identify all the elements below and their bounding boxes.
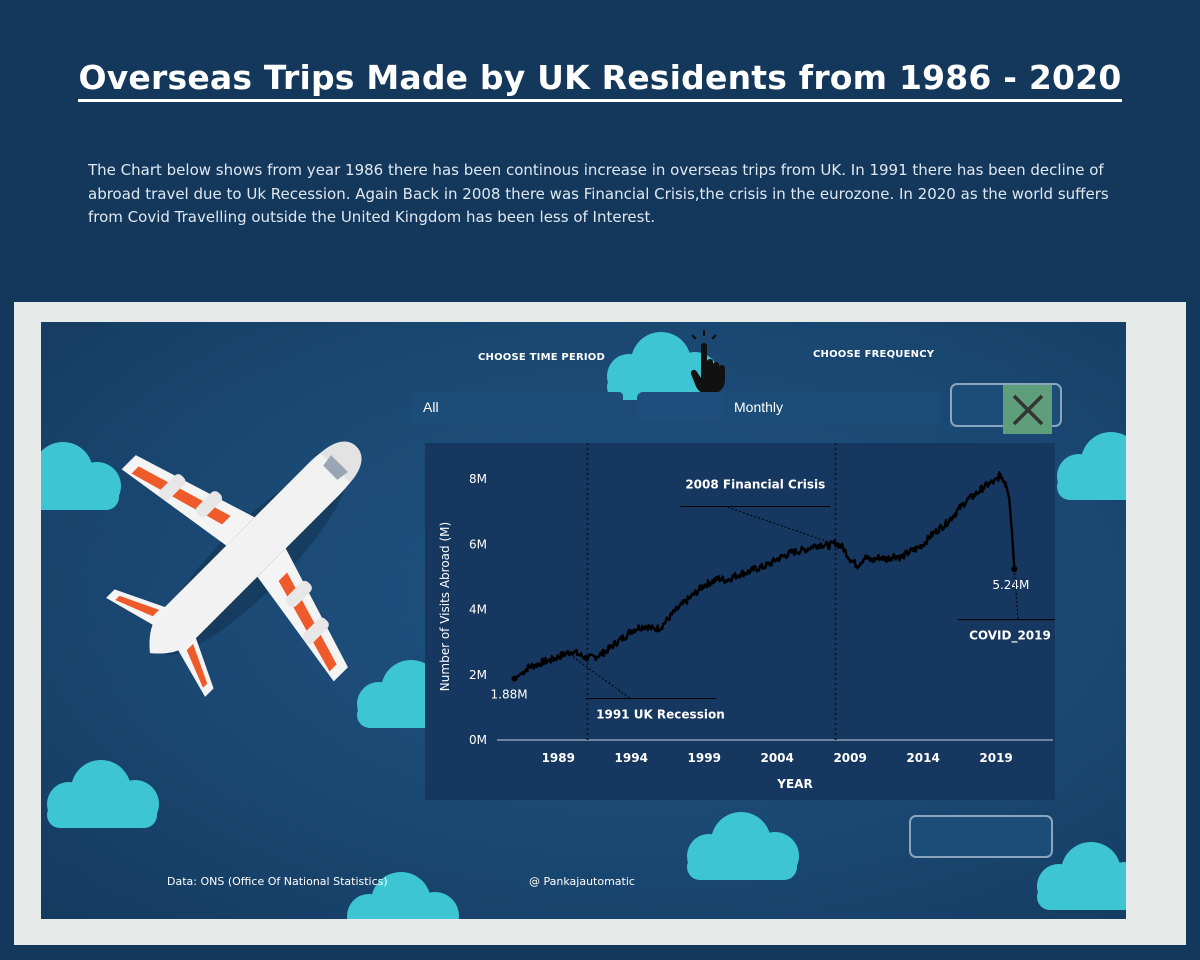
y-tick-label: 6M: [469, 537, 487, 551]
x-tick-label: 1994: [615, 751, 648, 765]
hand-pointer-icon: [690, 330, 725, 394]
intro-text: The Chart below shows from year 1986 the…: [88, 161, 1109, 226]
x-tick-label: 1989: [542, 751, 575, 765]
x-tick-label: 2004: [760, 751, 793, 765]
data-label-end: 5.24M: [992, 578, 1029, 592]
annotation-label: 2008 Financial Crisis: [685, 478, 825, 492]
cloud-icon: [687, 812, 799, 880]
annotation-leader: [725, 506, 836, 545]
x-tick-label: 1999: [688, 751, 721, 765]
credit-text: @ Pankajautomatic: [529, 875, 635, 888]
y-axis-title: Number of Visits Abroad (M): [438, 522, 452, 691]
annotation-leader: [572, 656, 631, 699]
y-tick-label: 2M: [469, 668, 487, 682]
annotation-leader: [1013, 569, 1019, 620]
dashboard: CHOOSE TIME PERIOD CHOOSE FREQUENCY All …: [41, 322, 1126, 919]
airplane-icon: [106, 441, 362, 697]
time-period-dropdown[interactable]: All: [411, 392, 623, 425]
cloud-icon: [1057, 432, 1126, 500]
bottom-button[interactable]: [909, 815, 1053, 858]
frequency-label: CHOOSE FREQUENCY: [813, 349, 935, 360]
series-line: [513, 471, 1016, 680]
time-period-value: All: [423, 399, 439, 415]
data-point: [511, 675, 518, 682]
x-tick-label: 2019: [979, 751, 1012, 765]
page-title: Overseas Trips Made by UK Residents from…: [0, 58, 1200, 102]
frequency-value: Monthly: [734, 399, 784, 415]
close-icon: [1012, 394, 1043, 425]
background-decoration: [41, 330, 1126, 919]
y-tick-label: 0M: [469, 733, 487, 747]
data-label-start: 1.88M: [491, 688, 528, 702]
y-tick-label: 4M: [469, 603, 487, 617]
frequency-dropdown[interactable]: Monthly: [722, 392, 940, 425]
cloud-icon: [47, 760, 159, 828]
close-button[interactable]: [1003, 385, 1052, 434]
y-tick-label: 8M: [469, 472, 487, 486]
line-chart: 0M 2M 4M 6M 8M 1989 1994 1999 2004 2009 2014 2019 YE…: [438, 443, 1055, 791]
annotation-label: COVID_2019: [969, 629, 1051, 644]
annotation-label: 1991 UK Recession: [596, 708, 725, 722]
chart-panel: 0M 2M 4M 6M 8M 1989 1994 1999 2004 2009 2014 2019 YE…: [425, 443, 1055, 800]
x-axis-title: YEAR: [776, 777, 812, 791]
x-tick-label: 2009: [833, 751, 866, 765]
source-text: Data: ONS (Office Of National Statistics…: [167, 875, 388, 888]
time-period-label: CHOOSE TIME PERIOD: [478, 352, 606, 363]
x-tick-label: 2014: [906, 751, 939, 765]
cloud-icon: [41, 442, 121, 510]
toggle-button[interactable]: [637, 392, 733, 422]
